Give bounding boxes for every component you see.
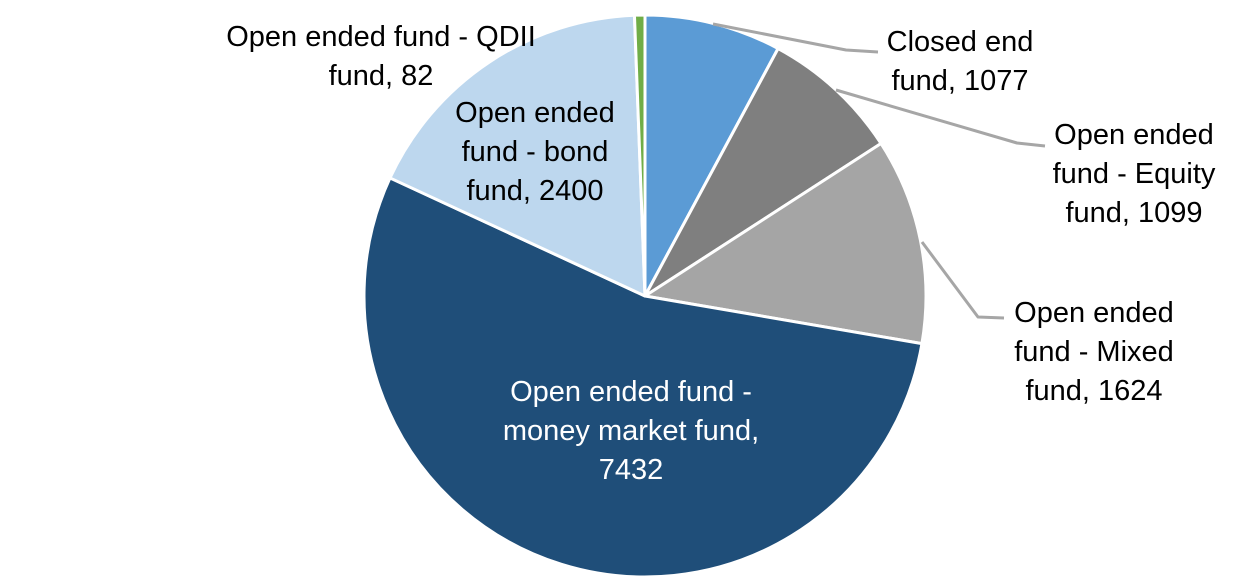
leader-line-closed-end-fund (712, 22, 879, 54)
slice-label-money-market-fund: Open ended fund -money market fund, 7432 (503, 376, 759, 486)
leader-line-mixed-fund (920, 241, 1005, 320)
slice-label-mixed-fund: Open ended fund - Mixed fund, 1624 (1014, 297, 1174, 407)
leader-line-equity-fund (835, 88, 1046, 148)
pie-slice-money-market-fund (362, 176, 924, 579)
pie-slice-equity-fund (643, 47, 883, 298)
pie-slice-qdii-fund (632, 13, 647, 298)
slice-label-closed-end-fund: Closed end fund, 1077 (887, 26, 1034, 97)
slice-label-qdii-fund: Open ended fund - QDII fund, 82 (226, 21, 536, 92)
slice-label-equity-fund: Open ended fund - Equity fund, 1099 (1053, 119, 1216, 229)
pie-slice-mixed-fund (643, 141, 928, 346)
pie-slice-bond-fund (388, 13, 647, 298)
slice-label-bond-fund: Open ended fund - bond fund, 2400 (455, 97, 615, 207)
